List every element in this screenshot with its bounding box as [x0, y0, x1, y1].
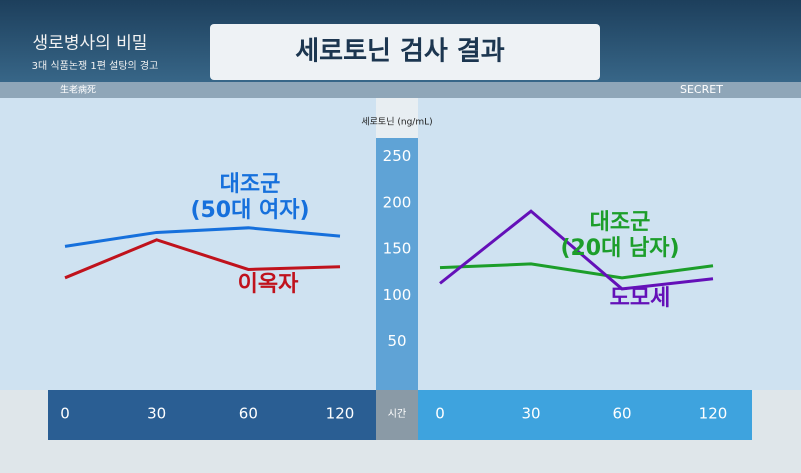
series-line — [439, 262, 714, 280]
hanja: 生老病死 — [60, 84, 96, 96]
series-label: 도모세 — [609, 286, 671, 311]
series-label: 대조군 (50대 여자) — [190, 172, 310, 223]
series-line — [64, 226, 341, 248]
series-line — [439, 209, 714, 291]
x-tick-label: 60 — [612, 405, 631, 423]
strip — [0, 82, 801, 98]
y-tick-label: 150 — [383, 240, 412, 258]
title-bar — [210, 24, 600, 80]
y-axis-head — [376, 98, 418, 138]
x-band-left — [48, 390, 376, 440]
x-tick-label: 30 — [147, 405, 166, 423]
x-band-center — [376, 390, 418, 440]
series-label: 이옥자 — [237, 272, 299, 297]
y-tick-label: 250 — [383, 147, 412, 165]
y-tick-label: 50 — [387, 332, 406, 350]
x-tick-label: 120 — [699, 405, 728, 423]
title: 세로토닌 검사 결과 — [295, 37, 505, 67]
episode: 3대 식품논쟁 1편 설탕의 경고 — [32, 59, 159, 72]
x-tick-label: 0 — [435, 405, 445, 423]
x-tick-label: 30 — [521, 405, 540, 423]
logo: SECRET — [680, 83, 723, 96]
series-line — [64, 238, 341, 280]
y-axis-column — [376, 110, 418, 390]
y-tick-label: 100 — [383, 286, 412, 304]
y-tick-label: 200 — [383, 193, 412, 211]
x-tick-label: 0 — [60, 405, 70, 423]
x-axis-label: 시간 — [388, 408, 406, 420]
show-logo: 생로병사의 비밀 — [33, 34, 148, 54]
x-tick-label: 60 — [239, 405, 258, 423]
x-band-right — [418, 390, 752, 440]
series-label: 대조군 (20대 남자) — [560, 210, 680, 261]
x-tick-label: 120 — [326, 405, 355, 423]
y-axis-label: 세로토닌 (ng/mL) — [361, 117, 432, 128]
